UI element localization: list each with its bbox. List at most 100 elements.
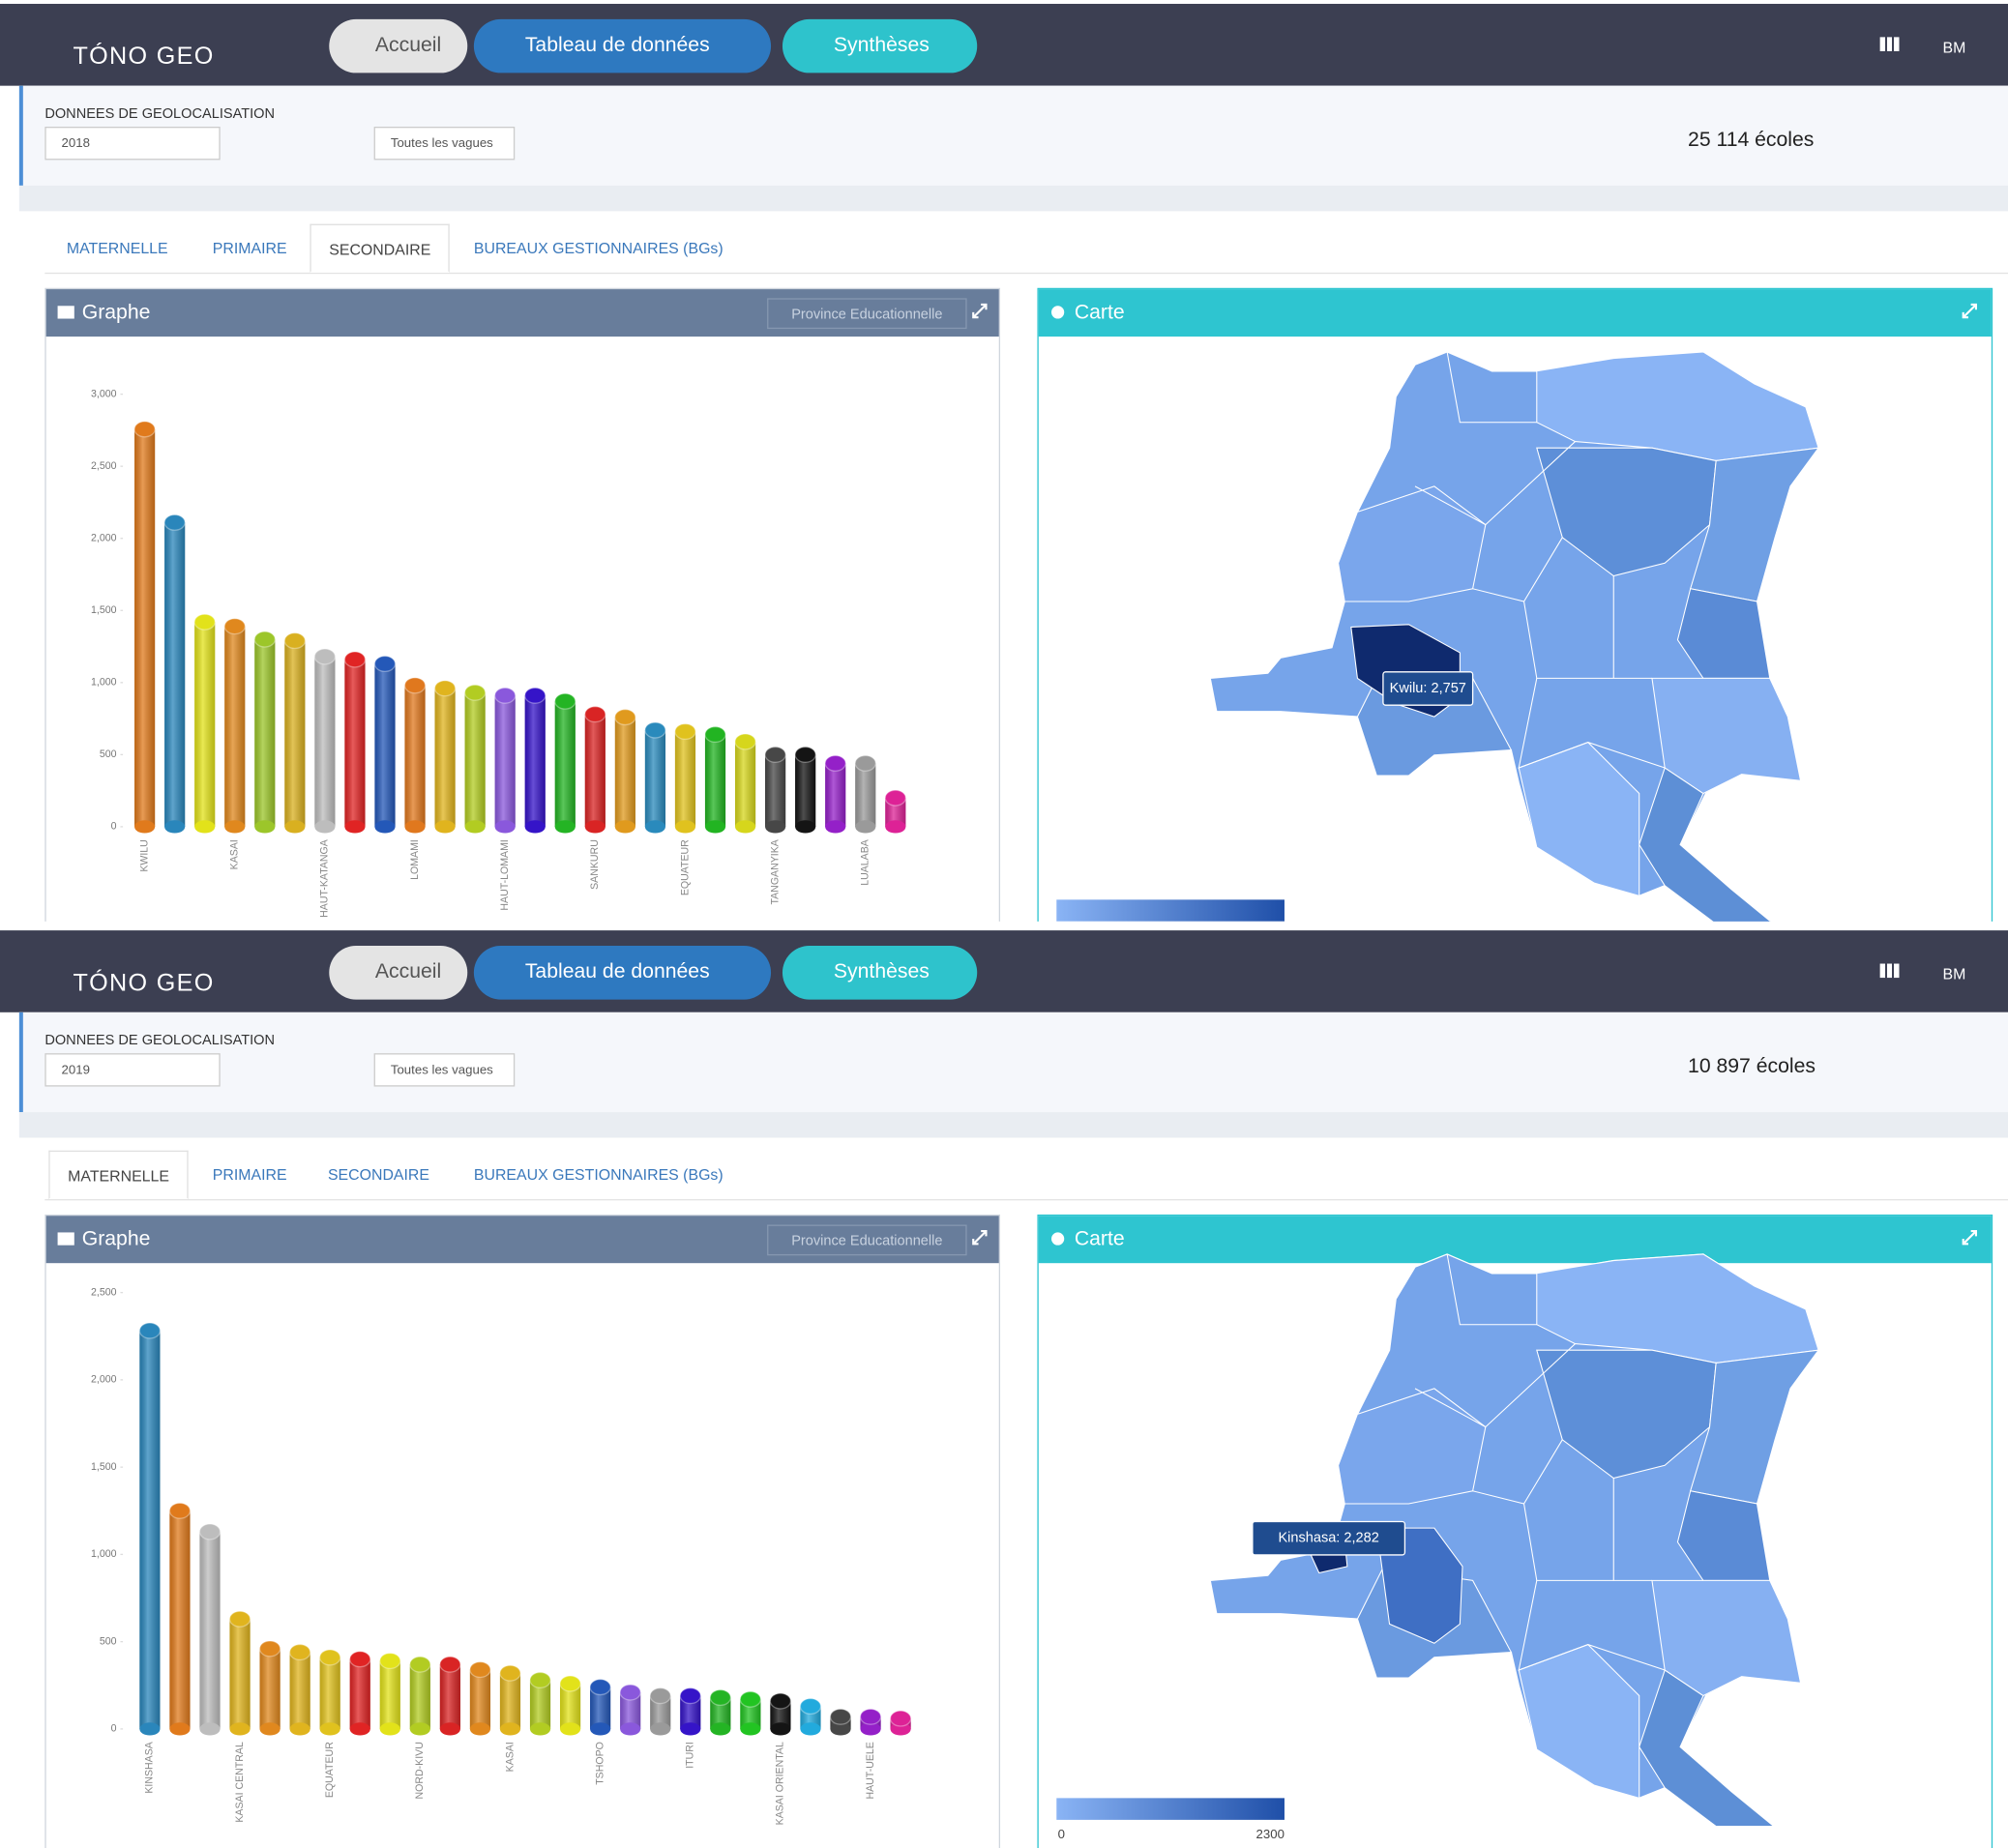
map-tooltip-text: Kinshasa: 2,282 — [1278, 1531, 1378, 1546]
navbar: TÓNO GEO Accueil Tableau de données Synthès… — [0, 3, 2008, 86]
x-tick-label: KWILU — [138, 839, 150, 872]
nav-button-label: Synthèses — [833, 34, 930, 57]
apps-icon[interactable] — [1879, 37, 1900, 51]
province — [1690, 447, 1820, 602]
bar-shade — [464, 692, 486, 827]
apps-icon[interactable] — [1879, 963, 1900, 979]
bar-cap — [824, 754, 846, 772]
year-select[interactable]: 2019 — [44, 1053, 221, 1087]
province-border — [1414, 441, 1576, 526]
tab[interactable]: SECONDAIRE — [310, 223, 451, 273]
nav-button[interactable]: Tableau de données — [473, 18, 772, 73]
nav-button-label: Tableau de données — [524, 34, 710, 57]
tab[interactable]: BUREAUX GESTIONNAIRES (BGs) — [473, 239, 723, 258]
expand-icon[interactable] — [972, 1230, 988, 1246]
x-tick-label: TSHOPO — [594, 1742, 605, 1785]
bar-shade — [139, 1330, 161, 1729]
tab[interactable]: PRIMAIRE — [212, 239, 287, 258]
bar-shade — [259, 1648, 281, 1729]
bar-base — [765, 820, 786, 834]
bar-base — [134, 820, 156, 834]
bar-base — [710, 1722, 731, 1736]
x-tick-label: NORD-KIVU — [414, 1742, 426, 1799]
nav-button[interactable]: Accueil — [329, 945, 468, 1000]
map-header: Carte — [1038, 289, 1992, 337]
bar-shade — [650, 1695, 671, 1729]
bar-base — [194, 820, 216, 834]
map-legend — [1056, 1798, 1285, 1820]
y-tick-label: 0 — [111, 1723, 117, 1735]
nav-button[interactable]: Tableau de données — [473, 945, 772, 1000]
expand-icon[interactable] — [972, 303, 988, 319]
wave-select[interactable]: Toutes les vagues — [373, 1053, 516, 1087]
bar-cap — [614, 708, 636, 726]
bar-base — [740, 1722, 761, 1736]
bar-cap — [463, 684, 487, 701]
bar-shade — [524, 695, 546, 827]
expand-icon[interactable] — [1962, 303, 1977, 319]
bar-cap — [859, 1708, 882, 1725]
bar-shade — [704, 734, 726, 827]
nav-button[interactable]: Accueil — [329, 18, 468, 73]
nav-button-label: Accueil — [374, 960, 442, 983]
bar-cap — [559, 1675, 581, 1692]
bar-cap — [589, 1678, 611, 1696]
bar-cap — [168, 1502, 192, 1519]
map-icon — [1051, 306, 1065, 319]
screen: TÓNO GEO Accueil Tableau de données Synthès… — [0, 0, 2008, 922]
bar-shade — [374, 663, 396, 827]
expand-icon[interactable] — [1962, 1230, 1977, 1246]
map — [1209, 351, 1820, 922]
bar-base — [830, 1722, 851, 1736]
bar-cap — [769, 1692, 792, 1710]
bar-cap — [469, 1660, 491, 1679]
x-tick-label: EQUATEUR — [679, 839, 691, 895]
map-title: Carte — [1074, 1228, 1125, 1250]
province-select[interactable]: Province Educationnelle — [767, 298, 967, 330]
bar-cap — [193, 613, 216, 631]
tab-line — [44, 1199, 2008, 1201]
province-border — [1518, 1580, 1666, 1671]
tab[interactable]: MATERNELLE — [66, 239, 168, 258]
user-menu[interactable]: BM — [1942, 964, 1966, 983]
chart-icon — [57, 1232, 74, 1246]
chart-icon — [57, 306, 74, 319]
bar-cap — [288, 1643, 311, 1661]
bar-base — [554, 820, 576, 834]
tab[interactable]: BUREAUX GESTIONNAIRES (BGs) — [473, 1165, 723, 1185]
bar-shade — [314, 656, 336, 827]
province — [1338, 485, 1487, 602]
bar-cap — [379, 1652, 401, 1670]
bar-shade — [855, 763, 876, 827]
nav-button[interactable]: Synthèses — [782, 18, 978, 73]
y-tick-label: 2,500 — [91, 1286, 117, 1298]
bar-cap — [253, 631, 277, 648]
tab[interactable]: SECONDAIRE — [327, 1165, 430, 1185]
bar-cap — [529, 1671, 551, 1688]
bar-base — [164, 820, 186, 834]
tab[interactable]: PRIMAIRE — [212, 1165, 287, 1185]
nav-button[interactable]: Synthèses — [782, 945, 978, 1000]
x-tick-label: LOMAMI — [409, 839, 421, 880]
nav-button-label: Synthèses — [833, 960, 930, 983]
province-select[interactable]: Province Educationnelle — [767, 1224, 967, 1256]
separator — [18, 1112, 2008, 1138]
user-menu[interactable]: BM — [1942, 38, 1966, 57]
y-tick-label: 500 — [100, 748, 117, 760]
bar-base — [825, 820, 846, 834]
year-select[interactable]: 2018 — [44, 127, 221, 161]
bar-base — [224, 820, 246, 834]
x-tick-label: KINSHASA — [144, 1741, 156, 1793]
wave-select[interactable]: Toutes les vagues — [373, 127, 516, 161]
bar-base — [169, 1722, 191, 1736]
bar-shade — [590, 1687, 611, 1729]
x-tick-label: HAUT-LOMAMI — [499, 839, 511, 910]
graph-title: Graphe — [81, 302, 151, 324]
y-tick-label: 2,000 — [91, 533, 117, 544]
map-title: Carte — [1074, 302, 1125, 324]
graph-header: Graphe Province Educationnelle — [45, 1216, 999, 1264]
legend-max: 2300 — [1256, 1827, 1285, 1841]
tab[interactable]: MATERNELLE — [48, 1150, 189, 1200]
bar-shade — [319, 1657, 340, 1729]
